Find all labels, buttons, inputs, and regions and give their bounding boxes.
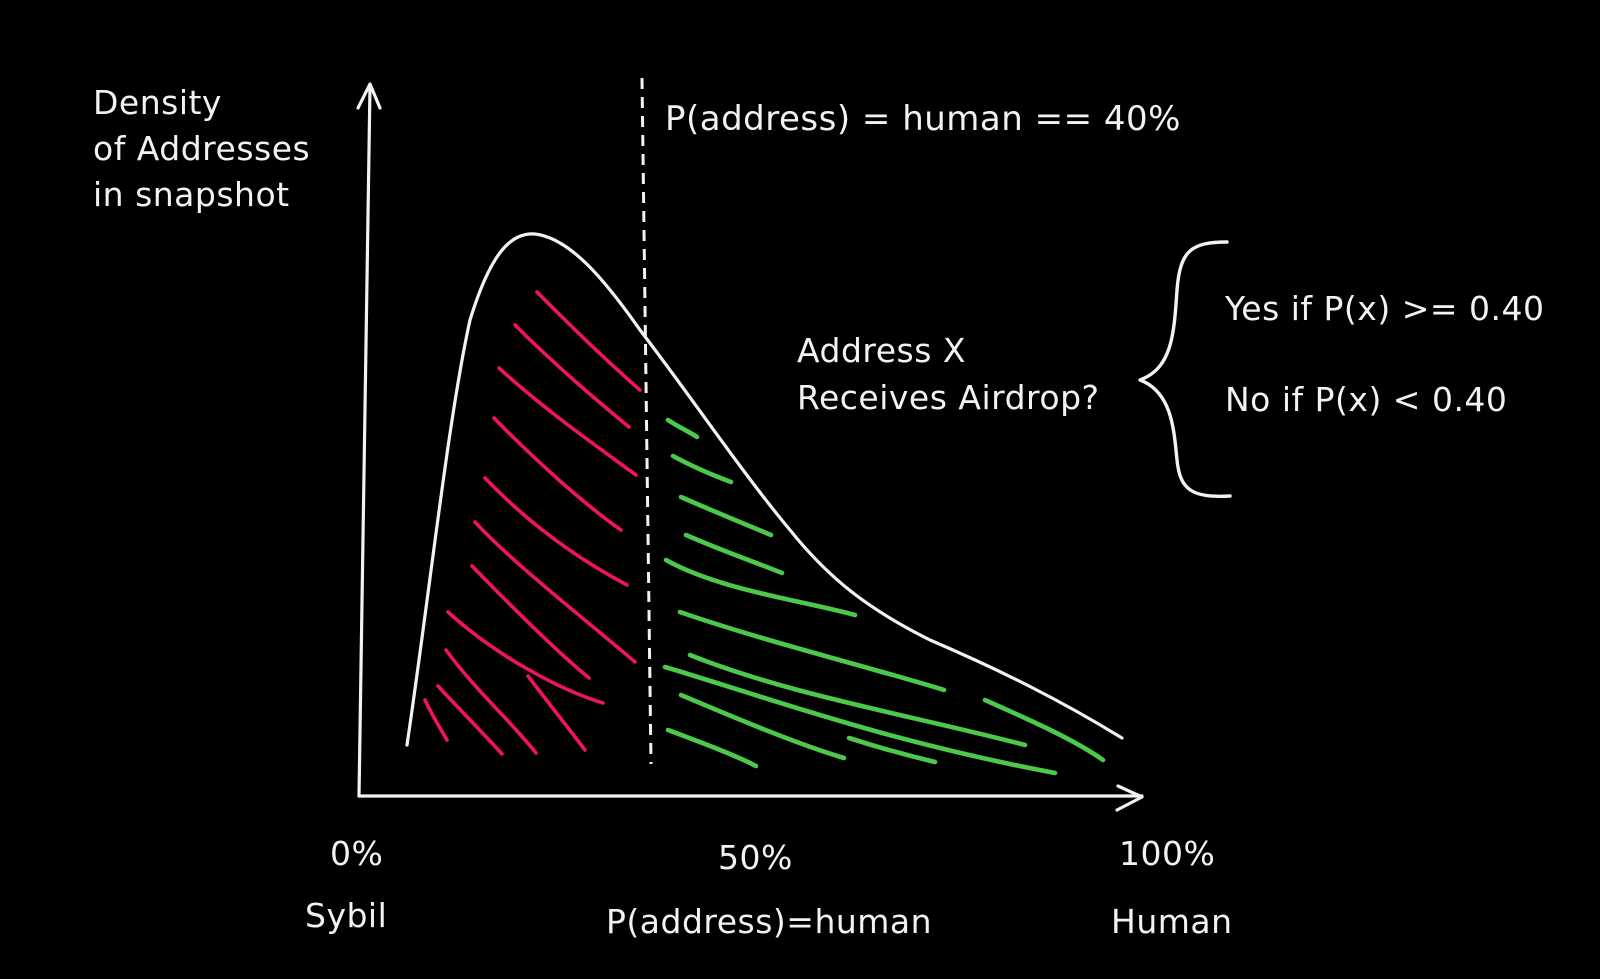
y-axis-label-line: of Addresses — [93, 129, 311, 168]
airdrop-question: Address X Receives Airdrop? — [797, 327, 1100, 421]
airdrop-question-line: Receives Airdrop? — [797, 378, 1100, 417]
x-axis-title: P(address)=human — [606, 902, 933, 941]
red-hatch-line — [513, 323, 631, 429]
x-axis-arrowhead — [1115, 784, 1144, 812]
y-axis-label: Density of Addresses in snapshot — [93, 80, 310, 218]
green-hatch-line — [665, 417, 700, 440]
x-tick-label-100: 100% — [1119, 834, 1216, 873]
threshold-dashed-line — [640, 77, 653, 765]
green-hatch-line — [678, 494, 774, 538]
red-hatch-line — [526, 674, 587, 752]
green-hatch-line — [678, 692, 847, 761]
red-hatch-line — [423, 698, 449, 742]
x-tick-label-0: 0% — [330, 834, 384, 873]
curly-brace — [1138, 240, 1232, 498]
below-threshold-hatching — [423, 290, 642, 756]
y-axis-label-line: Density — [93, 83, 222, 122]
red-hatch-line — [483, 476, 629, 587]
red-hatch-line — [446, 610, 605, 705]
x-axis-label-human: Human — [1111, 902, 1233, 941]
y-axis-arrowhead — [356, 82, 382, 110]
x-axis-label-sybil: Sybil — [305, 896, 388, 935]
no-rule: No if P(x) < 0.40 — [1225, 380, 1508, 419]
red-hatch-line — [535, 290, 642, 392]
red-hatch-line — [444, 648, 538, 755]
red-hatch-line — [497, 366, 638, 477]
green-hatch-line — [982, 697, 1106, 763]
red-hatch-line — [436, 684, 504, 756]
green-hatch-line — [846, 735, 938, 765]
green-hatch-line — [670, 453, 734, 485]
green-hatch-line — [663, 557, 858, 618]
y-axis — [357, 84, 372, 798]
green-hatch-line — [665, 727, 759, 769]
density-curve — [405, 232, 1124, 747]
red-hatch-line — [473, 520, 637, 664]
airdrop-question-line: Address X — [797, 331, 967, 370]
yes-rule: Yes if P(x) >= 0.40 — [1225, 289, 1545, 328]
x-tick-label-50: 50% — [718, 838, 793, 877]
green-hatch-line — [662, 664, 1058, 776]
green-hatch-line — [677, 609, 947, 693]
threshold-label: P(address) = human == 40% — [665, 99, 1181, 139]
green-hatch-line — [683, 532, 785, 576]
y-axis-label-line: in snapshot — [93, 175, 290, 214]
green-hatch-line — [687, 652, 1028, 748]
red-hatch-line — [492, 416, 623, 532]
above-threshold-hatching — [662, 417, 1106, 776]
red-hatch-line — [470, 564, 591, 680]
